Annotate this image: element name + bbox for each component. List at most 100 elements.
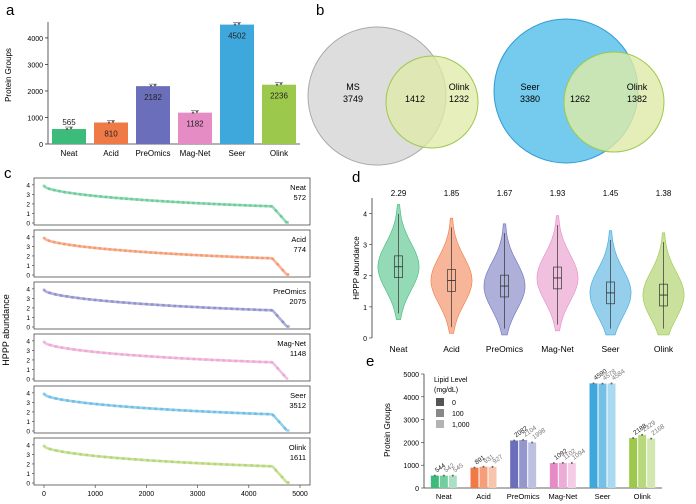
venn-left-label: Seer: [520, 82, 539, 92]
panel-a-category-label: Mag-Net: [180, 149, 211, 158]
panel-c-series-name: Mag-Net: [277, 339, 307, 348]
panel-c-point: [150, 199, 154, 203]
panel-e-replicate-point: [650, 437, 653, 440]
panel-e-bar: [598, 383, 607, 488]
panel-c-point: [178, 304, 182, 308]
panel-c-series-count: 1611: [290, 453, 306, 462]
panel-c-point: [248, 204, 252, 208]
panel-c-point: [78, 244, 82, 248]
panel-c-subplot-frame: [33, 437, 311, 486]
panel-c-point: [152, 459, 156, 463]
panel-e-bar: [448, 475, 457, 488]
panel-c-point: [60, 398, 64, 402]
panel-d-ytick-label: 3: [363, 243, 367, 250]
panel-e-ytick-label: 3000: [403, 418, 419, 425]
venn-overlap-count: 1262: [570, 94, 590, 104]
panel-c-point: [79, 452, 83, 456]
panel-a-replicate-point: [65, 127, 69, 131]
panel-c-point: [76, 296, 80, 300]
panel-c-point: [286, 325, 290, 329]
panel-c-point: [180, 356, 184, 360]
panel-c-ytick-label: 2: [26, 461, 30, 468]
panel-c-point: [48, 291, 52, 295]
panel-c-point: [154, 251, 158, 255]
panel-c-point: [258, 360, 262, 364]
panel-c-point: [127, 457, 131, 461]
panel-c-point: [42, 236, 46, 240]
panel-a-replicate-point: [195, 110, 199, 113]
panel-e-legend-label: 100: [452, 411, 464, 418]
panel-c-point: [84, 349, 88, 353]
panel-d-ytick-label: 4: [363, 212, 367, 219]
panel-c-ytick-label: 0: [26, 481, 30, 488]
panel-c-point: [254, 412, 258, 416]
panel-c-ytick-label: 0: [26, 325, 30, 332]
panel-c-point: [62, 242, 66, 246]
panel-e-bar: [430, 475, 439, 488]
panel-c-point: [53, 292, 57, 296]
panel-c-ytick-label: 0: [26, 221, 30, 228]
panel-c-point: [176, 460, 180, 464]
panel-c-point: [54, 396, 58, 400]
panel-c-point: [241, 307, 245, 311]
panel-c-subplot-frame: [33, 385, 311, 434]
panel-label-c: c: [4, 165, 12, 182]
panel-e-category-label: PreOmics: [507, 492, 540, 501]
panel-c-point: [54, 449, 58, 453]
panel-c-point: [173, 304, 177, 308]
panel-c-series-count: 3512: [289, 401, 306, 410]
panel-c-point: [235, 255, 239, 259]
panel-e-bar: [567, 463, 576, 488]
panel-e-legend-label: 1,000: [452, 422, 470, 429]
panel-c-point: [82, 297, 86, 301]
panel-e-replicate-point: [522, 439, 525, 442]
panel-a-bar: [94, 122, 128, 144]
panel-a-replicate-point: [107, 121, 111, 124]
panel-c-point: [42, 184, 46, 188]
panel-e-value-label: 545: [452, 462, 465, 474]
panel-d-median-label: 1.45: [603, 189, 619, 198]
panel-c-point: [282, 373, 286, 377]
panel-c-point: [132, 353, 136, 357]
panel-c-point: [269, 204, 273, 208]
panel-c-ytick-label: 1: [26, 211, 30, 218]
panel-c-point: [148, 406, 152, 410]
panel-e-bar: [549, 463, 558, 488]
panel-c-point: [78, 348, 82, 352]
panel-c-point: [97, 454, 101, 458]
panel-c-point: [134, 457, 138, 461]
panel-c-point: [266, 256, 270, 260]
panel-c-point: [205, 254, 209, 258]
panel-c-point: [247, 307, 251, 311]
panel-c-point: [83, 401, 87, 405]
panel-e-replicate-point: [570, 462, 573, 465]
panel-c-point: [105, 299, 109, 303]
panel-c-point: [275, 314, 279, 318]
panel-c-point: [47, 239, 51, 243]
panel-c-point: [207, 410, 211, 414]
panel-e-category-label: Olink: [634, 492, 651, 501]
panel-e-bar: [510, 440, 519, 488]
legend-subtitle: (mg/dL): [434, 387, 458, 394]
panel-c-point: [195, 409, 199, 413]
panel-c-point: [245, 255, 249, 259]
panel-c-point: [279, 214, 283, 218]
panel-c-ytick-label: 2: [26, 305, 30, 312]
panel-c-point: [243, 203, 247, 207]
panel-c-ytick-label: 3: [26, 452, 30, 459]
panel-c-point: [249, 464, 253, 468]
panel-c-ytick-label: 4: [26, 234, 30, 241]
panel-c-point: [250, 256, 254, 260]
panel-e-replicate-point: [491, 465, 494, 468]
panel-c-point: [240, 359, 244, 363]
panel-c-point: [230, 411, 234, 415]
panel-c-point: [264, 360, 268, 364]
panel-e-legend-swatch: [436, 420, 444, 428]
panel-c-point: [166, 200, 170, 204]
panel-c-point: [195, 305, 199, 309]
panel-c-point: [224, 411, 228, 415]
panel-c-point: [183, 409, 187, 413]
panel-e-value-label: 927: [492, 453, 505, 465]
panel-c-point: [89, 402, 93, 406]
